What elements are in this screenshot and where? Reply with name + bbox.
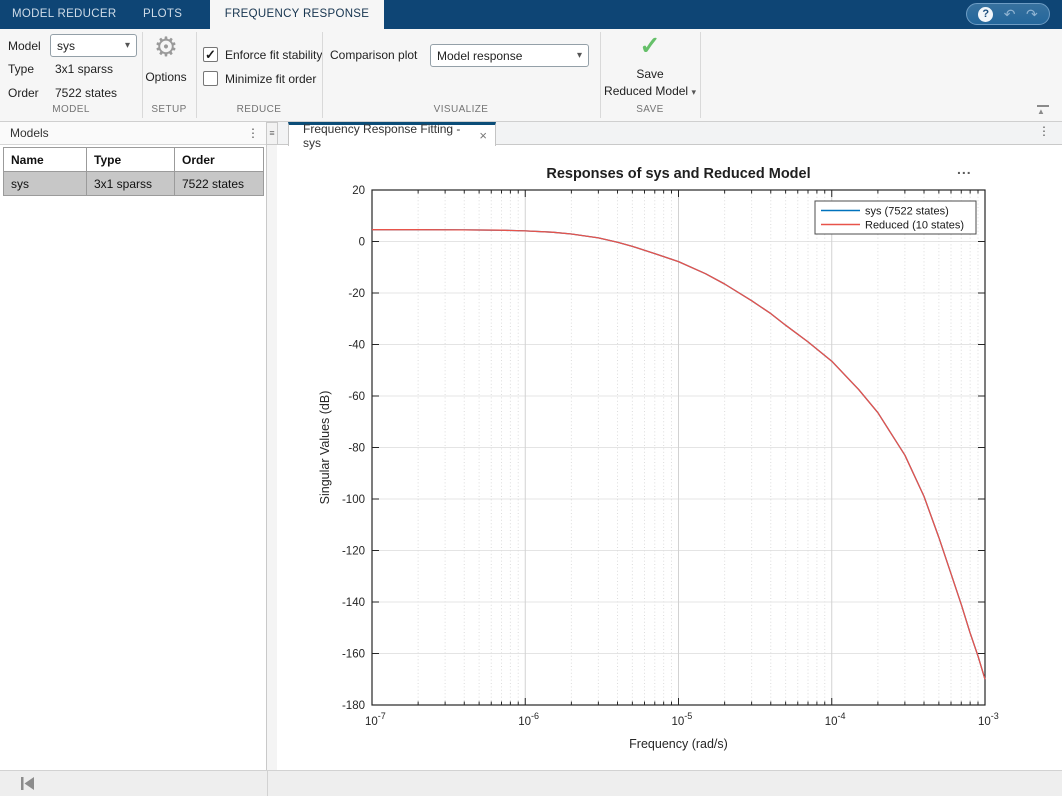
options-button[interactable]: Options xyxy=(145,70,187,84)
svg-text:10-3: 10-3 xyxy=(978,711,999,728)
app-toolstrip-tabbar: MODEL REDUCER PLOTS FREQUENCY RESPONSE F… xyxy=(0,0,1062,49)
ribbon-toolstrip: Model sys ▾ Type 3x1 sparss Order 7522 s… xyxy=(0,29,1062,122)
section-divider xyxy=(196,32,197,118)
minimize-ribbon-icon[interactable]: ▲ xyxy=(1036,105,1050,117)
redo-icon[interactable]: ↷ xyxy=(1025,6,1038,22)
save-reduced-model-dropdown[interactable]: Reduced Model ▾ xyxy=(592,84,708,98)
save-reduced-model-button[interactable]: Save xyxy=(636,67,664,81)
cell-order[interactable]: 7522 states xyxy=(174,171,264,196)
type-value: 3x1 sparss xyxy=(55,62,114,76)
minimize-fit-order-label: Minimize fit order xyxy=(225,71,317,86)
models-panel: Models ⋮ Name Type Order sys 3x1 sparss … xyxy=(0,122,267,770)
column-header-type: Type xyxy=(86,147,175,172)
collapse-browser-icon[interactable] xyxy=(20,776,35,791)
svg-text:20: 20 xyxy=(352,185,365,197)
help-icon[interactable]: ? xyxy=(978,6,994,22)
svg-text:Responses of sys and Reduced M: Responses of sys and Reduced Model xyxy=(546,166,810,182)
svg-text:10-7: 10-7 xyxy=(365,711,386,728)
document-tab-frf-sys[interactable]: Frequency Response Fitting - sys × xyxy=(288,122,496,150)
svg-text:10-6: 10-6 xyxy=(518,711,539,728)
model-select-value: sys xyxy=(57,38,75,53)
minimize-bar xyxy=(1037,105,1049,107)
svg-text:Singular Values (dB): Singular Values (dB) xyxy=(318,391,332,505)
svg-text:-100: -100 xyxy=(342,494,365,506)
svg-text:-20: -20 xyxy=(348,288,365,300)
models-table-header-row: Name Type Order xyxy=(3,147,264,172)
chevron-down-icon: ▾ xyxy=(124,40,130,51)
section-label-visualize: VISUALIZE xyxy=(433,104,489,115)
section-label-reduce: REDUCE xyxy=(236,104,282,115)
svg-text:10-5: 10-5 xyxy=(672,711,693,728)
comparison-plot-label: Comparison plot xyxy=(330,48,418,62)
axes-options-icon[interactable]: ... xyxy=(957,161,972,177)
checkbox-checked-icon[interactable]: ✓ xyxy=(203,47,218,62)
models-table: Name Type Order sys 3x1 sparss 7522 stat… xyxy=(3,147,264,196)
minimize-fit-order-checkbox[interactable]: Minimize fit order xyxy=(203,71,316,86)
status-bar xyxy=(0,770,1062,796)
svg-text:Frequency (rad/s): Frequency (rad/s) xyxy=(629,737,728,751)
column-header-name: Name xyxy=(3,147,87,172)
svg-text:-60: -60 xyxy=(348,391,365,403)
column-header-order: Order xyxy=(174,147,264,172)
cell-type[interactable]: 3x1 sparss xyxy=(86,171,175,196)
svg-text:-40: -40 xyxy=(348,340,365,352)
chevron-down-icon: ▾ xyxy=(576,50,582,61)
close-icon[interactable]: × xyxy=(479,128,487,143)
svg-text:-160: -160 xyxy=(342,649,365,661)
section-label-save: SAVE xyxy=(636,104,664,115)
tab-frequency-response-fitting[interactable]: FREQUENCY RESPONSE FITTING xyxy=(210,0,384,49)
undo-icon[interactable]: ↶ xyxy=(1003,6,1016,22)
section-label-setup: SETUP xyxy=(151,104,187,115)
chevron-down-icon: ▾ xyxy=(691,87,696,97)
panel-splitter[interactable] xyxy=(267,145,277,770)
minimize-triangle: ▲ xyxy=(1037,107,1045,116)
svg-text:Reduced (10 states): Reduced (10 states) xyxy=(865,220,964,232)
tab-model-reducer[interactable]: MODEL REDUCER xyxy=(12,8,117,20)
svg-text:-180: -180 xyxy=(342,700,365,712)
document-tab-title: Frequency Response Fitting - sys xyxy=(303,121,461,150)
svg-text:-140: -140 xyxy=(342,597,365,609)
document-overflow-menu-icon[interactable]: ⋮ xyxy=(1038,124,1050,138)
section-divider xyxy=(142,32,143,118)
quick-access-bar: ? ↶ ↷ xyxy=(966,3,1050,25)
section-divider xyxy=(700,32,701,118)
checkbox-unchecked-icon[interactable] xyxy=(203,71,218,86)
svg-text:0: 0 xyxy=(359,237,365,249)
comparison-plot-select[interactable]: Model response ▾ xyxy=(430,44,589,67)
frequency-response-plot-panel[interactable]: 10-7 10-6 10-5 10-4 10-3 20 0 -20 -40 -60 -80 -100 -… xyxy=(277,145,1062,770)
order-label: Order xyxy=(8,86,39,100)
section-divider xyxy=(600,32,601,118)
models-panel-title: Models xyxy=(10,126,49,140)
model-select[interactable]: sys ▾ xyxy=(50,34,137,57)
models-panel-header: Models ⋮ xyxy=(0,122,266,145)
svg-text:-120: -120 xyxy=(342,546,365,558)
order-value: 7522 states xyxy=(55,86,118,100)
panel-collapse-menu-icon[interactable]: ≡ xyxy=(266,122,278,145)
singular-values-chart[interactable]: 10-7 10-6 10-5 10-4 10-3 20 0 -20 -40 -60 -80 -100 -… xyxy=(277,145,1062,770)
svg-text:sys (7522 states): sys (7522 states) xyxy=(865,206,949,218)
table-row-sys[interactable]: sys 3x1 sparss 7522 states xyxy=(3,171,264,196)
section-divider xyxy=(322,32,323,118)
cell-name[interactable]: sys xyxy=(3,171,87,196)
panel-menu-icon[interactable]: ⋮ xyxy=(247,126,259,140)
type-label: Type xyxy=(8,62,35,76)
save-line2-text: Reduced Model xyxy=(604,84,689,98)
model-label: Model xyxy=(8,39,41,53)
save-check-icon[interactable]: ✓ xyxy=(639,32,661,60)
svg-text:10-4: 10-4 xyxy=(825,711,846,728)
comparison-plot-value: Model response xyxy=(437,48,523,63)
section-label-model: MODEL xyxy=(52,104,90,115)
status-divider xyxy=(267,771,268,796)
enforce-fit-stability-label: Enforce fit stability xyxy=(225,47,323,62)
enforce-fit-stability-checkbox[interactable]: ✓ Enforce fit stability xyxy=(203,47,322,62)
svg-text:-80: -80 xyxy=(348,443,365,455)
gear-icon[interactable]: ⚙ xyxy=(153,32,179,62)
tab-plots[interactable]: PLOTS xyxy=(143,8,183,20)
